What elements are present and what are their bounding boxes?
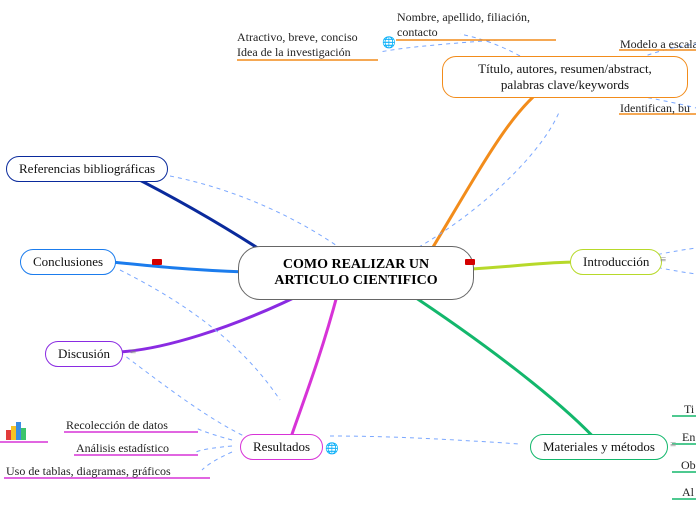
label-nombre: Nombre, apellido, filiación,contacto (397, 10, 530, 40)
collapse-mark-0[interactable] (152, 259, 162, 265)
expand-icon-0[interactable]: ≡ (660, 257, 665, 263)
center-node[interactable]: COMO REALIZAR UNARTICULO CIENTIFICO (238, 246, 474, 300)
label-ob: Ob (681, 458, 696, 473)
label-atractivo: Atractivo, breve, concisoIdea de la inve… (237, 30, 358, 60)
node-titulo[interactable]: Título, autores, resumen/abstract,palabr… (442, 56, 688, 98)
label-identifican: Identifican, bu (620, 101, 690, 116)
globe-icon-0: 🌐 (382, 36, 396, 49)
node-conc[interactable]: Conclusiones (20, 249, 116, 275)
globe-icon-1: 🌐 (325, 442, 339, 455)
node-mat[interactable]: Materiales y métodos (530, 434, 668, 460)
expand-icon-2[interactable]: ≡ (670, 442, 675, 448)
label-al: Al (682, 485, 694, 500)
node-intro[interactable]: Introducción (570, 249, 662, 275)
label-en: En (682, 430, 695, 445)
bar-chart-icon (6, 420, 28, 440)
node-res[interactable]: Resultados (240, 434, 323, 460)
label-ti: Ti (684, 402, 694, 417)
collapse-mark-1[interactable] (465, 259, 475, 265)
label-modelo: Modelo a escala (620, 37, 696, 52)
expand-icon-1[interactable]: ≡ (130, 349, 135, 355)
node-ref[interactable]: Referencias bibliográficas (6, 156, 168, 182)
label-recol: Recolección de datos (66, 418, 168, 433)
label-uso: Uso de tablas, diagramas, gráficos (6, 464, 171, 479)
label-anal: Análisis estadístico (76, 441, 169, 456)
node-disc[interactable]: Discusión (45, 341, 123, 367)
